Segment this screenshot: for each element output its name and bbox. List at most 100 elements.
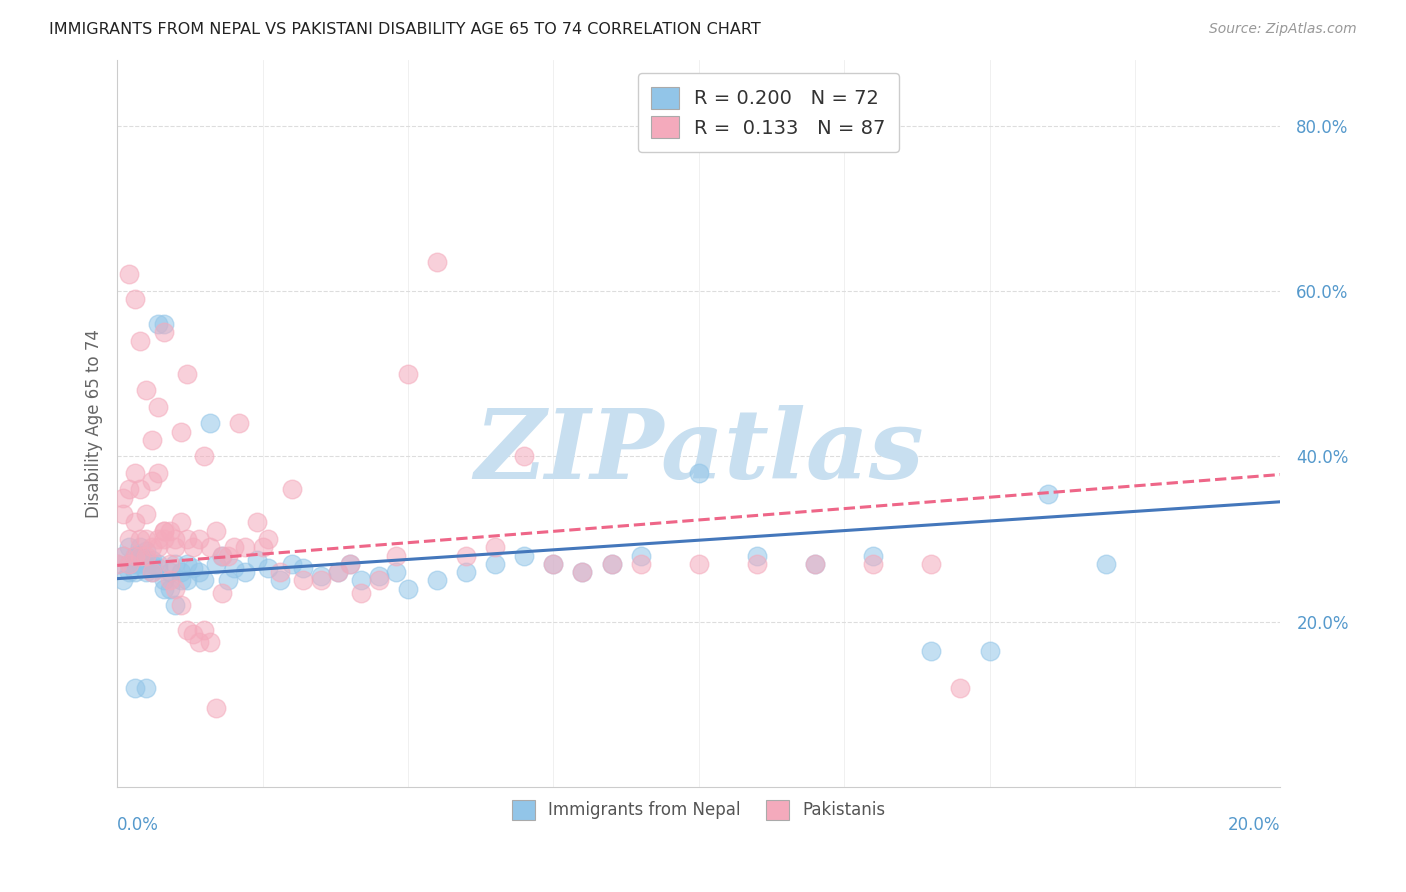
Point [141,565,163,579]
Point [328,565,350,579]
Point [111,574,134,588]
Point [141,557,163,571]
Legend: Immigrants from Nepal, Pakistanis: Immigrants from Nepal, Pakistanis [502,790,896,830]
Point [170,516,193,530]
Point [187,565,209,579]
Text: IMMIGRANTS FROM NEPAL VS PAKISTANI DISABILITY AGE 65 TO 74 CORRELATION CHART: IMMIGRANTS FROM NEPAL VS PAKISTANI DISAB… [49,22,761,37]
Point [146,317,169,331]
Point [367,569,389,583]
Point [135,557,157,571]
Point [129,557,152,571]
Point [688,466,710,480]
Point [141,565,163,579]
Point [135,544,157,558]
Point [129,540,152,554]
Point [979,643,1001,657]
Point [484,557,506,571]
Point [181,540,204,554]
Point [165,557,187,571]
Point [280,557,302,571]
Point [146,400,169,414]
Point [246,552,269,566]
Point [181,627,204,641]
Point [124,549,146,563]
Point [129,483,152,497]
Point [124,516,146,530]
Point [385,565,408,579]
Point [205,701,228,715]
Point [200,540,222,554]
Point [124,681,146,695]
Point [233,565,256,579]
Point [135,549,157,563]
Point [181,561,204,575]
Point [862,549,884,563]
Point [118,565,141,579]
Point [105,557,128,571]
Point [484,540,506,554]
Point [309,569,332,583]
Point [426,574,449,588]
Point [456,549,478,563]
Point [124,293,146,307]
Point [152,574,174,588]
Point [165,540,187,554]
Point [176,623,198,637]
Point [159,557,181,571]
Point [146,532,169,546]
Point [118,540,141,554]
Point [170,425,193,439]
Point [804,557,827,571]
Point [176,557,198,571]
Point [217,549,239,563]
Point [280,483,302,497]
Point [124,466,146,480]
Text: ZIPatlas: ZIPatlas [474,405,924,500]
Point [118,532,141,546]
Point [159,582,181,596]
Point [228,417,250,431]
Point [211,549,233,563]
Point [513,549,536,563]
Point [146,557,169,571]
Point [135,383,157,397]
Point [135,681,157,695]
Point [385,549,408,563]
Point [135,552,157,566]
Point [152,582,174,596]
Point [571,565,593,579]
Point [350,585,373,599]
Point [176,532,198,546]
Point [146,466,169,480]
Point [211,585,233,599]
Point [339,557,361,571]
Point [600,557,623,571]
Point [396,367,419,381]
Point [118,268,141,282]
Point [233,540,256,554]
Point [124,565,146,579]
Point [804,557,827,571]
Point [118,557,141,571]
Point [600,557,623,571]
Point [396,582,419,596]
Point [129,549,152,563]
Point [152,317,174,331]
Point [165,598,187,612]
Point [111,491,134,505]
Point [159,524,181,538]
Point [170,598,193,612]
Point [630,549,652,563]
Point [135,532,157,546]
Point [152,532,174,546]
Point [217,574,239,588]
Point [309,574,332,588]
Point [129,532,152,546]
Point [118,483,141,497]
Text: 20.0%: 20.0% [1227,816,1281,834]
Point [543,557,565,571]
Point [152,524,174,538]
Point [292,561,315,575]
Point [211,549,233,563]
Point [193,450,215,464]
